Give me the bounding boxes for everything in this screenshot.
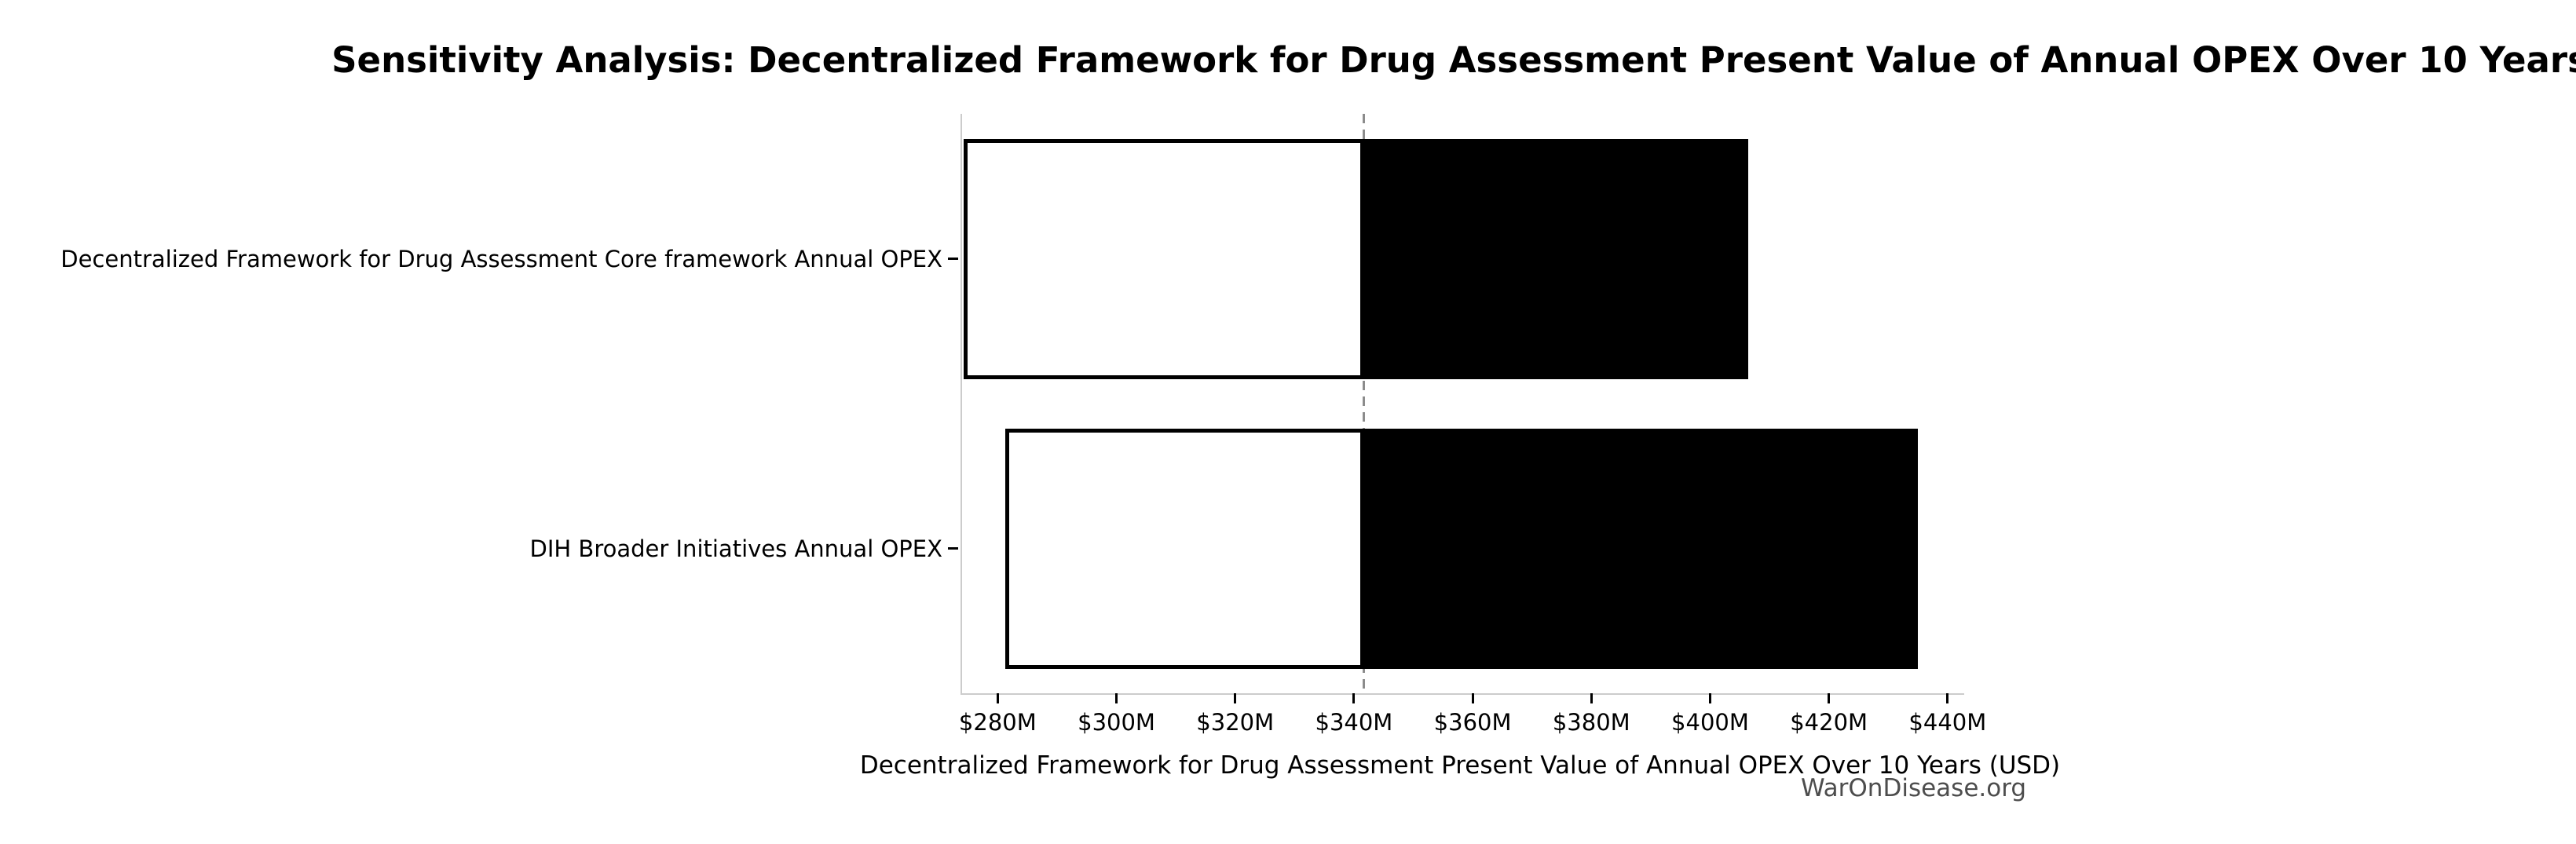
x-tick-label: $280M (958, 709, 1037, 736)
y-tick-mark (948, 258, 958, 260)
x-axis-title: Decentralized Framework for Drug Assessm… (859, 751, 2061, 780)
y-tick-mark (948, 547, 958, 550)
x-tick-mark (1471, 693, 1474, 703)
x-tick-label: $340M (1315, 709, 1393, 736)
x-tick-mark (1708, 693, 1711, 703)
y-axis-category-label: Decentralized Framework for Drug Assessm… (60, 245, 942, 272)
baseline-line (1363, 114, 1366, 693)
x-tick-label: $440M (1908, 709, 1987, 736)
x-tick-mark (996, 693, 999, 703)
x-tick-mark (1234, 693, 1237, 703)
x-tick-mark (1590, 693, 1593, 703)
bar-low-segment (1005, 428, 1364, 669)
y-axis-category-label: DIH Broader Initiatives Annual OPEX (529, 535, 942, 562)
x-tick-label: $320M (1196, 709, 1275, 736)
x-tick-label: $360M (1433, 709, 1512, 736)
x-tick-label: $380M (1552, 709, 1630, 736)
bar-low-segment (964, 138, 1364, 379)
x-tick-mark (1352, 693, 1356, 703)
x-tick-label: $400M (1671, 709, 1749, 736)
x-tick-label: $300M (1078, 709, 1155, 736)
x-tick-mark (1115, 693, 1118, 703)
x-tick-label: $420M (1790, 709, 1868, 736)
x-tick-mark (1828, 693, 1831, 703)
chart-title: Sensitivity Analysis: Decentralized Fram… (331, 39, 2576, 81)
plot-area: Decentralized Framework for Drug Assessm… (60, 114, 1986, 736)
bar-high-segment (1363, 428, 1919, 669)
bar-high-segment (1363, 138, 1748, 379)
watermark: WarOnDisease.org (1801, 774, 2027, 802)
x-tick-mark (1946, 693, 1949, 703)
